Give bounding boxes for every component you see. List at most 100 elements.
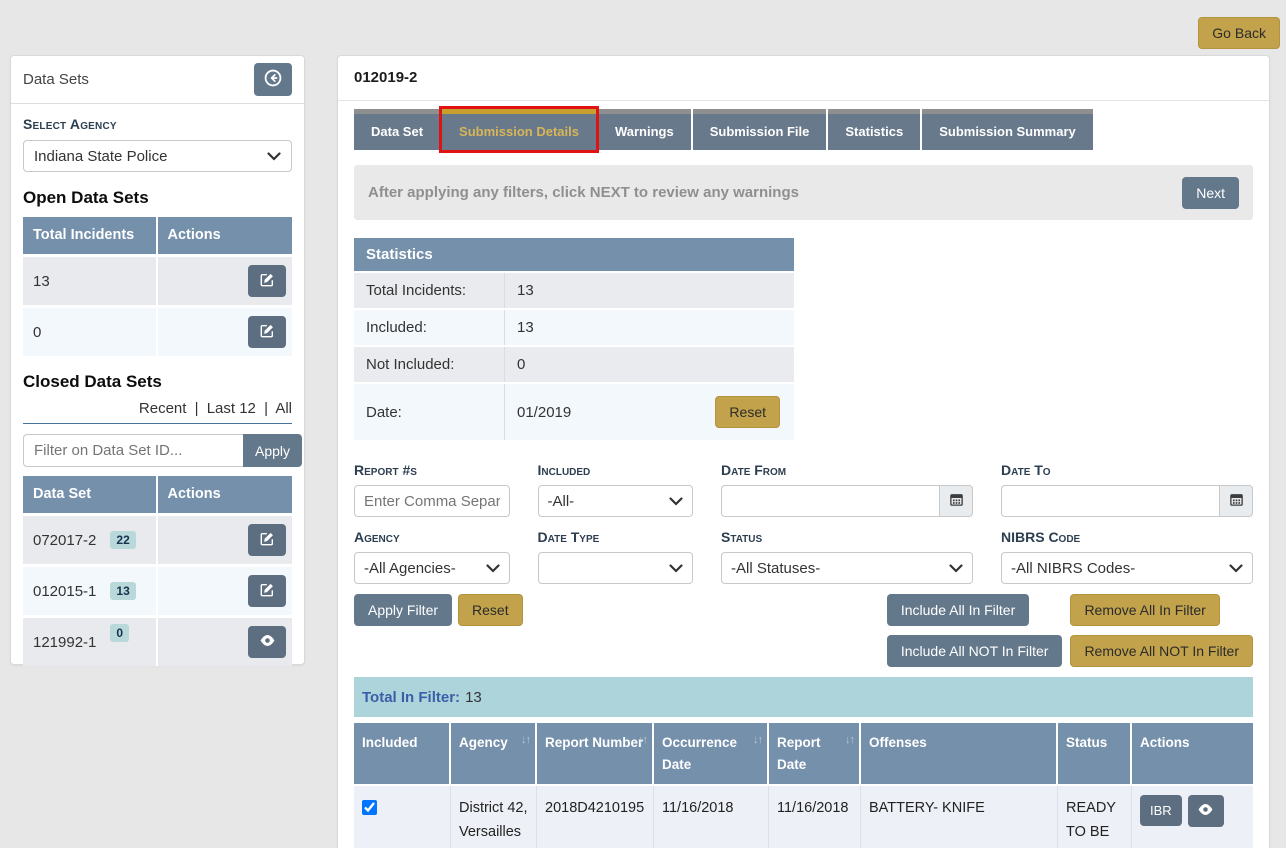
closed-datasets-heading: Closed Data Sets bbox=[23, 372, 162, 392]
report-numbers-input[interactable] bbox=[354, 485, 510, 517]
table-row: 121992-1 0 bbox=[23, 615, 292, 667]
go-back-button[interactable]: Go Back bbox=[1198, 17, 1280, 49]
include-all-in-filter-button[interactable]: Include All In Filter bbox=[886, 594, 1030, 626]
remove-all-not-in-filter-button[interactable]: Remove All NOT In Filter bbox=[1070, 635, 1253, 667]
submission-main-panel: 012019-2 Data Set Submission Details War… bbox=[337, 55, 1270, 848]
dataset-id-filter-input[interactable] bbox=[23, 434, 243, 468]
table-row: 072017-2 22 bbox=[23, 513, 292, 565]
total-in-filter-label: Total In Filter: bbox=[362, 688, 461, 706]
date-to-calendar-button[interactable] bbox=[1219, 485, 1253, 517]
edit-dataset-button[interactable] bbox=[248, 316, 286, 349]
column-header-report-number: Report Number ↓↑ bbox=[537, 723, 654, 785]
stat-value: 13 bbox=[517, 282, 534, 299]
sidebar-title: Data Sets bbox=[23, 71, 89, 88]
stat-label: Not Included: bbox=[366, 356, 455, 373]
agency-select[interactable]: Indiana State Police bbox=[23, 140, 292, 172]
include-all-not-in-filter-button[interactable]: Include All NOT In Filter bbox=[886, 635, 1063, 667]
filters-section: Report #s Included -All- Date From bbox=[354, 462, 1253, 584]
reset-date-button[interactable]: Reset bbox=[715, 396, 780, 428]
eye-icon bbox=[1197, 803, 1214, 819]
edit-pencil-icon bbox=[259, 323, 275, 342]
status-cell: READY TO BE SENT bbox=[1058, 786, 1132, 848]
link-separator: | bbox=[264, 400, 268, 418]
edit-pencil-icon bbox=[259, 272, 275, 291]
open-datasets-heading: Open Data Sets bbox=[23, 188, 149, 207]
chevron-down-icon bbox=[669, 493, 683, 510]
tab-data-set[interactable]: Data Set bbox=[354, 109, 441, 150]
date-from-input[interactable] bbox=[721, 485, 939, 517]
chevron-down-icon bbox=[949, 560, 963, 577]
link-all[interactable]: All bbox=[275, 400, 292, 418]
column-header-total-incidents: Total Incidents bbox=[23, 217, 158, 255]
included-select[interactable]: -All- bbox=[537, 485, 693, 517]
tab-statistics[interactable]: Statistics bbox=[828, 109, 921, 150]
chevron-down-icon bbox=[485, 560, 500, 577]
agency-filter-select[interactable]: -All Agencies- bbox=[354, 552, 510, 584]
ibr-button[interactable]: IBR bbox=[1140, 795, 1182, 827]
statistics-table-title: Statistics bbox=[354, 238, 794, 271]
agency-select-value: Indiana State Police bbox=[34, 147, 168, 165]
next-button[interactable]: Next bbox=[1182, 176, 1239, 209]
sort-icon[interactable]: ↓↑ bbox=[845, 734, 855, 746]
table-row: 13 bbox=[23, 254, 292, 306]
dataset-id: 121992-1 bbox=[33, 633, 97, 651]
report-date-cell: 11/16/2018 bbox=[769, 786, 861, 848]
column-header-dataset: Data Set bbox=[23, 476, 158, 514]
date-to-input[interactable] bbox=[1001, 485, 1219, 517]
column-header-actions: Actions bbox=[1132, 723, 1253, 785]
sidebar-header: Data Sets bbox=[11, 56, 304, 104]
total-incidents-cell: 0 bbox=[23, 308, 158, 357]
table-row: 0 bbox=[23, 305, 292, 357]
tab-submission-summary[interactable]: Submission Summary bbox=[922, 109, 1093, 150]
dataset-title: 012019-2 bbox=[354, 69, 418, 86]
column-header-report-date: Report Date ↓↑ bbox=[769, 723, 861, 785]
edit-dataset-button[interactable] bbox=[248, 524, 286, 557]
status-select[interactable]: -All Statuses- bbox=[721, 552, 973, 584]
sort-icon[interactable]: ↓↑ bbox=[753, 734, 763, 746]
incident-row: District 42, Versailles 2018D4210195 11/… bbox=[354, 784, 1253, 848]
view-dataset-button[interactable] bbox=[248, 626, 286, 659]
apply-dataset-filter-button[interactable]: Apply bbox=[243, 434, 303, 468]
sort-icon[interactable]: ↓↑ bbox=[638, 734, 648, 746]
view-incident-button[interactable] bbox=[1187, 795, 1224, 828]
select-agency-label: Select Agency bbox=[23, 116, 117, 132]
edit-dataset-button[interactable] bbox=[248, 265, 286, 298]
reset-filter-button[interactable]: Reset bbox=[458, 594, 523, 626]
closed-datasets-table: Data Set Actions 072017-2 22 012015-1 13 bbox=[23, 476, 292, 667]
tab-submission-details[interactable]: Submission Details bbox=[439, 106, 599, 153]
nibrs-code-value: -All NIBRS Codes- bbox=[1011, 559, 1136, 577]
date-to-label: Date To bbox=[1001, 462, 1051, 478]
tab-submission-file[interactable]: Submission File bbox=[692, 109, 827, 150]
table-row: Included: 13 bbox=[354, 308, 794, 345]
agency-label: Agency bbox=[354, 529, 400, 545]
dataset-id: 072017-2 bbox=[33, 531, 97, 549]
table-row: Date: 01/2019 Reset bbox=[354, 382, 794, 440]
calendar-icon bbox=[1229, 492, 1244, 510]
table-row: Total Incidents: 13 bbox=[354, 271, 794, 308]
apply-filter-button[interactable]: Apply Filter bbox=[354, 594, 453, 626]
stat-label: Date: bbox=[366, 403, 402, 421]
collapse-sidebar-button[interactable] bbox=[254, 63, 292, 96]
edit-dataset-button[interactable] bbox=[248, 575, 286, 608]
included-select-value: -All- bbox=[547, 492, 575, 510]
date-type-select[interactable] bbox=[537, 552, 693, 584]
datasets-sidebar-panel: Data Sets Select Agency Indiana State Po… bbox=[10, 55, 305, 667]
date-from-calendar-button[interactable] bbox=[939, 485, 973, 517]
incidents-table: Included Agency ↓↑ Report Number ↓↑ Occurr… bbox=[354, 723, 1253, 848]
edit-pencil-icon bbox=[259, 582, 275, 601]
link-last-12[interactable]: Last 12 bbox=[206, 400, 256, 418]
column-header-occurrence-date: Occurrence Date ↓↑ bbox=[654, 723, 769, 785]
incident-count-badge: 0 bbox=[110, 624, 130, 643]
remove-all-in-filter-button[interactable]: Remove All In Filter bbox=[1070, 594, 1220, 626]
date-type-label: Date Type bbox=[537, 529, 600, 545]
link-recent[interactable]: Recent bbox=[138, 400, 187, 418]
nibrs-code-select[interactable]: -All NIBRS Codes- bbox=[1001, 552, 1253, 584]
tab-bar: Data Set Submission Details Warnings Sub… bbox=[354, 106, 1253, 153]
tab-warnings[interactable]: Warnings bbox=[597, 109, 691, 150]
total-incidents-cell: 13 bbox=[23, 257, 158, 306]
sort-icon[interactable]: ↓↑ bbox=[521, 734, 531, 746]
stat-label: Total Incidents: bbox=[366, 282, 467, 299]
statistics-table: Statistics Total Incidents: 13 Included:… bbox=[354, 238, 794, 440]
row-included-checkbox[interactable] bbox=[362, 800, 377, 816]
date-from-label: Date From bbox=[721, 462, 787, 478]
